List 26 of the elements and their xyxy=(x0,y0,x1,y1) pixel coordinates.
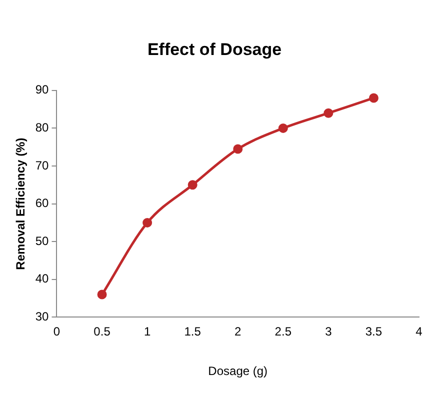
x-axis-title: Dosage (g) xyxy=(208,364,268,378)
point xyxy=(142,218,152,228)
x-tick-label: 4 xyxy=(416,324,423,339)
x-tick-label: 2.5 xyxy=(274,324,292,339)
x-tick-label: 0 xyxy=(53,324,60,339)
point xyxy=(368,93,378,103)
point xyxy=(97,290,107,300)
y-tick-label: 40 xyxy=(35,272,50,286)
point xyxy=(233,144,243,154)
x-tick-label: 3.5 xyxy=(365,324,382,339)
y-tick-label: 30 xyxy=(35,310,50,324)
x-tick-label: 0.5 xyxy=(94,324,111,339)
y-tick-label: 70 xyxy=(35,158,50,172)
y-tick-label: 50 xyxy=(35,234,50,248)
chart-title: Effect of Dosage xyxy=(147,40,282,59)
point xyxy=(324,108,334,118)
y-axis-title: Removal Efficiency (%) xyxy=(14,138,28,270)
y-tick-label: 80 xyxy=(35,120,50,135)
y-tick-label: 60 xyxy=(35,196,50,210)
point xyxy=(188,180,198,190)
point xyxy=(278,123,288,133)
x-tick-label: 2 xyxy=(234,324,242,339)
x-tick-label: 1 xyxy=(144,324,151,339)
x-tick-label: 3 xyxy=(325,324,332,339)
y-tick-label: 90 xyxy=(35,82,50,97)
x-tick-label: 1.5 xyxy=(184,324,202,339)
